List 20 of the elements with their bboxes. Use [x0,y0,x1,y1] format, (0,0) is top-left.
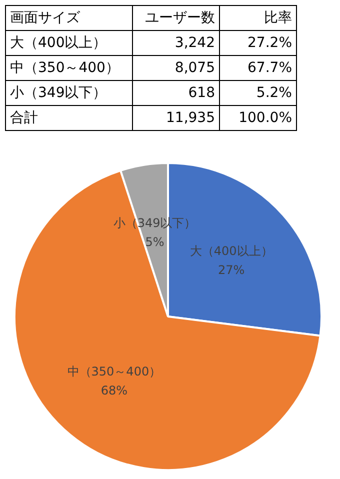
text: 3,242 [132,30,220,56]
data-label: 5% [145,235,164,250]
text: 画面サイズ [6,6,132,30]
text: ユーザー数 [132,6,220,30]
text: 27.2% [220,30,296,56]
slice-label: 中（350～400） [67,364,162,379]
category-label: 大（400以上） [10,35,107,51]
data-label: 27% [218,262,245,277]
text: 11,935 [132,106,220,130]
slice-label: 中（350～400） [6,56,132,80]
category-label: 小（349以下） [10,85,107,101]
text: 5.2% [220,80,296,106]
text: 比率 [220,6,296,30]
slice-label: 大（400以上） [190,244,273,258]
text: 合計 [6,106,132,130]
data-label: 68% [100,384,128,398]
text: 100.0% [220,106,296,130]
text: 8,075 [132,56,220,80]
text: 67.7% [220,56,296,80]
text: 618 [132,80,220,106]
